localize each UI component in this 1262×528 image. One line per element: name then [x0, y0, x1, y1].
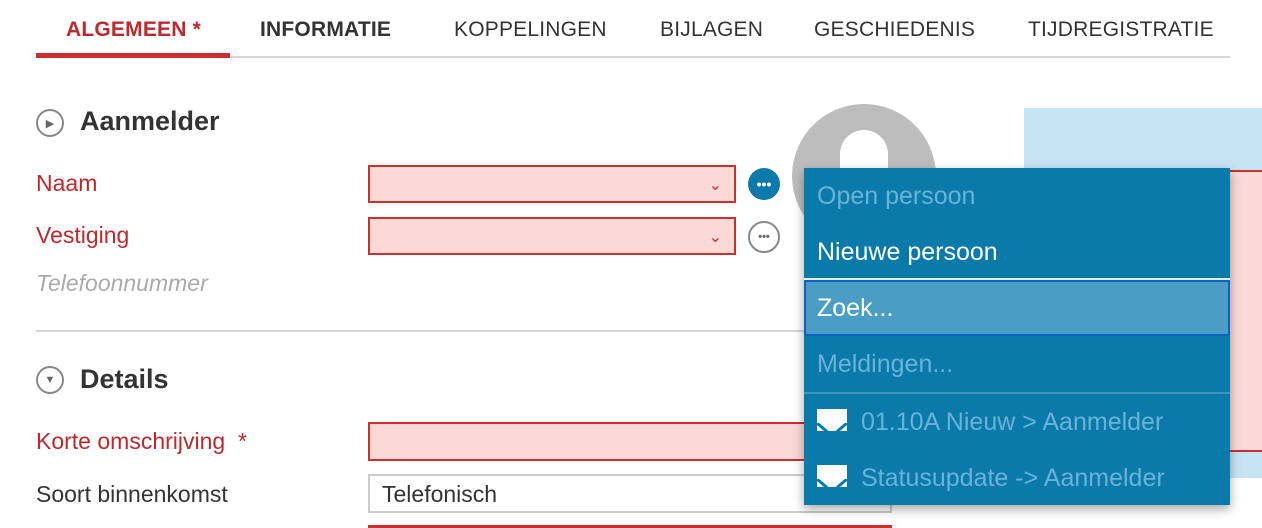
telefoonnummer-label: Telefoonnummer	[36, 270, 208, 296]
menu-item-nieuw-aanmelder[interactable]: 01.10A Nieuw > Aanmelder	[804, 394, 1230, 450]
naam-select[interactable]: ⌄	[368, 165, 736, 203]
active-tab-indicator	[36, 53, 230, 58]
section-divider	[36, 330, 806, 332]
envelope-icon	[816, 465, 848, 495]
menu-item-label: 01.10A Nieuw > Aanmelder	[861, 408, 1164, 436]
menu-item-statusupdate-aanmelder[interactable]: Statusupdate -> Aanmelder	[804, 450, 1230, 506]
vestiging-select[interactable]: ⌄	[368, 217, 736, 255]
menu-separator	[804, 278, 1230, 280]
menu-item-label: Statusupdate -> Aanmelder	[861, 464, 1165, 492]
korte-omschrijving-label: Korte omschrijving *	[36, 428, 247, 455]
tab-geschiedenis[interactable]: GESCHIEDENIS	[814, 18, 976, 41]
expand-toggle-icon[interactable]: ▶	[36, 109, 64, 137]
vestiging-more-button[interactable]: •••	[748, 221, 780, 253]
tab-tijdregistratie[interactable]: TIJDREGISTRATIE	[1028, 18, 1214, 41]
context-menu: Open persoon Nieuwe persoon Zoek... Meld…	[804, 168, 1230, 505]
chevron-down-icon: ⌄	[708, 229, 722, 246]
menu-item-open-persoon[interactable]: Open persoon	[817, 182, 976, 210]
section-title-aanmelder: Aanmelder	[80, 106, 220, 136]
naam-label: Naam	[36, 170, 98, 196]
korte-omschrijving-input[interactable]	[368, 422, 890, 461]
tab-informatie[interactable]: INFORMATIE	[260, 18, 392, 41]
collapse-toggle-icon[interactable]: ▼	[36, 366, 64, 394]
envelope-icon	[816, 409, 848, 439]
vestiging-label: Vestiging	[36, 222, 130, 248]
tab-bijlagen[interactable]: BIJLAGEN	[660, 18, 764, 41]
menu-item-zoek[interactable]: Zoek...	[804, 280, 1230, 336]
menu-item-meldingen[interactable]: Meldingen...	[817, 350, 954, 378]
next-field-border	[368, 525, 892, 528]
naam-more-button[interactable]: •••	[748, 168, 780, 200]
menu-item-nieuwe-persoon[interactable]: Nieuwe persoon	[817, 238, 998, 266]
tab-algemeen[interactable]: ALGEMEEN *	[66, 18, 202, 41]
tab-bar: ALGEMEEN * INFORMATIE KOPPELINGEN BIJLAG…	[36, 0, 1230, 58]
soort-binnenkomst-label: Soort binnenkomst	[36, 481, 228, 507]
menu-separator	[804, 392, 1230, 394]
korte-omschrijving-text: Korte omschrijving	[36, 428, 226, 454]
chevron-down-icon: ⌄	[708, 177, 722, 194]
tab-koppelingen[interactable]: KOPPELINGEN	[454, 18, 607, 41]
section-title-details: Details	[80, 364, 169, 394]
soort-binnenkomst-select[interactable]: Telefonisch	[368, 474, 892, 513]
required-mark: *	[237, 428, 247, 454]
